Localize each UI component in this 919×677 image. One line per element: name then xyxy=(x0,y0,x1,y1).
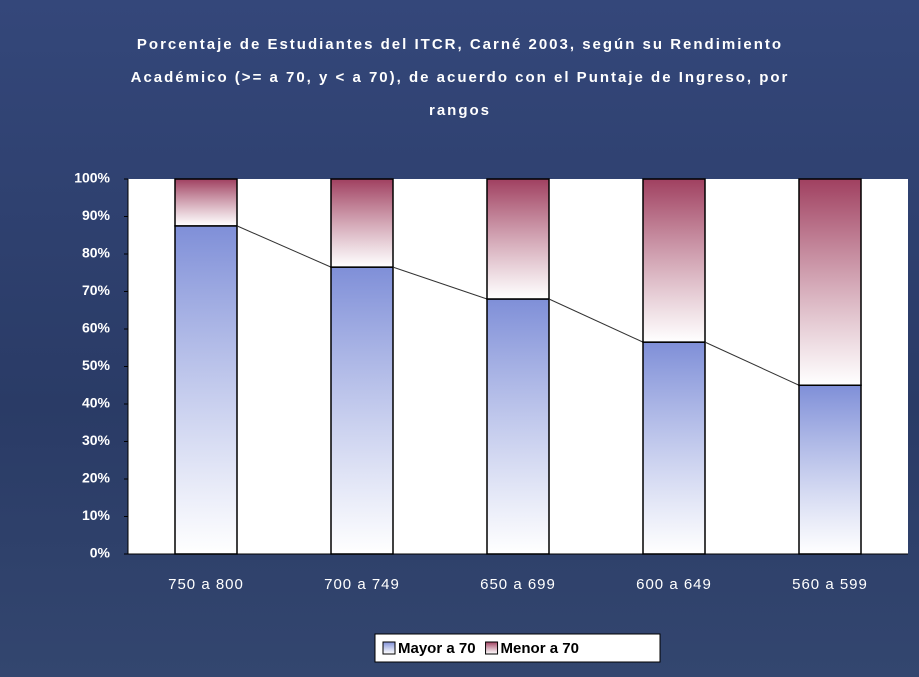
series-line xyxy=(392,266,488,300)
series-line xyxy=(548,298,644,343)
y-tick-label: 30% xyxy=(82,432,111,448)
x-tick-label: 650 a 699 xyxy=(480,576,556,593)
y-tick-label: 90% xyxy=(82,207,111,223)
legend-swatch xyxy=(382,641,396,655)
x-tick-label: 600 a 649 xyxy=(636,576,712,593)
y-tick-label: 70% xyxy=(82,282,111,298)
bar-segment xyxy=(798,384,862,555)
y-tick-label: 10% xyxy=(82,507,111,523)
bar-segment xyxy=(330,178,394,268)
bar-segment xyxy=(798,178,862,386)
chart-title: Porcentaje de Estudiantes del ITCR, Carn… xyxy=(130,36,790,119)
y-tick-label: 80% xyxy=(82,245,111,261)
bar-segment xyxy=(642,341,706,555)
x-tick-label: 700 a 749 xyxy=(324,576,400,593)
y-tick-label: 60% xyxy=(82,320,111,336)
bar-segment xyxy=(330,266,394,555)
y-tick-label: 50% xyxy=(82,357,111,373)
x-tick-label: 750 a 800 xyxy=(168,576,244,593)
series-line xyxy=(236,225,332,268)
legend-box xyxy=(374,633,661,663)
legend-label: Menor a 70 xyxy=(501,640,579,657)
y-tick-label: 0% xyxy=(90,545,111,561)
legend-label: Mayor a 70 xyxy=(398,640,476,657)
bar-segment xyxy=(486,178,550,300)
y-tick-label: 40% xyxy=(82,395,111,411)
legend-swatch xyxy=(485,641,499,655)
bar-segment xyxy=(174,178,238,227)
bar-segment xyxy=(174,225,238,555)
series-line xyxy=(704,341,800,386)
x-tick-label: 560 a 599 xyxy=(792,576,868,593)
bar-segment xyxy=(642,178,706,343)
bar-segment xyxy=(486,298,550,555)
y-tick-label: 20% xyxy=(82,470,111,486)
y-tick-label: 100% xyxy=(74,170,110,186)
